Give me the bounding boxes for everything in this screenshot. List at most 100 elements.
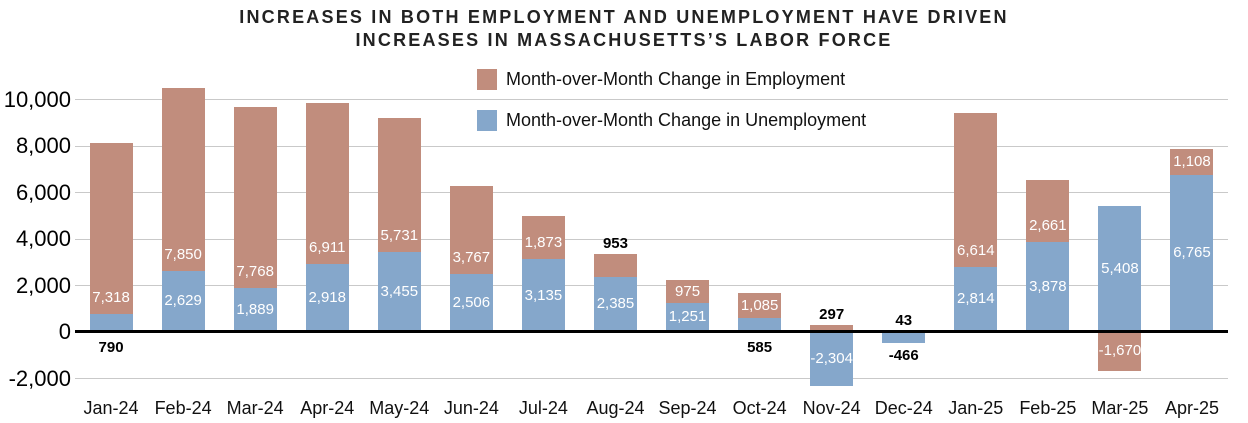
bar-sep-24-unemployment xyxy=(666,302,710,332)
legend-item-employment: Month-over-Month Change in Employment xyxy=(477,69,866,90)
chart-title: INCREASES IN BOTH EMPLOYMENT AND UNEMPLO… xyxy=(0,6,1248,52)
value-label-employment-apr-25: 1,108 xyxy=(1173,152,1211,170)
gridline-4000 xyxy=(75,238,1228,240)
value-label-employment-apr-24: 6,911 xyxy=(309,239,346,257)
value-label-unemployment-jul-24: 3,135 xyxy=(524,286,563,304)
bar-jan-25-unemployment xyxy=(954,266,998,332)
x-axis-label-mar-24: Mar-24 xyxy=(226,398,284,418)
bar-feb-24-unemployment xyxy=(161,270,205,332)
bar-jul-24-unemployment xyxy=(521,259,565,332)
value-label-unemployment-mar-25: 5,408 xyxy=(1101,260,1139,278)
value-label-unemployment-oct-24: 585 xyxy=(747,339,773,356)
bar-oct-24-employment xyxy=(738,293,782,319)
bar-jan-24-unemployment xyxy=(89,313,133,332)
legend-label-unemployment: Month-over-Month Change in Unemployment xyxy=(506,110,867,130)
value-label-employment-aug-24: 953 xyxy=(602,235,628,253)
bar-aug-24-unemployment xyxy=(593,276,637,332)
x-axis-label-jun-24: Jun-24 xyxy=(443,398,499,418)
x-axis-label-mar-25: Mar-25 xyxy=(1091,398,1149,418)
y-axis-tick-label: -2,000 xyxy=(8,365,71,391)
legend-label-employment: Month-over-Month Change in Employment xyxy=(506,69,846,89)
bar-jan-25-employment xyxy=(954,112,998,267)
gridline-6000 xyxy=(75,192,1228,193)
bar-mar-24-employment xyxy=(233,107,277,289)
value-label-employment-feb-24: 7,850 xyxy=(164,245,202,263)
bar-sep-24-employment xyxy=(666,280,710,303)
value-label-employment-nov-24: 297 xyxy=(819,306,845,324)
chart-title-line-2: INCREASES IN MASSACHUSETTS’S LABOR FORCE xyxy=(355,30,893,50)
unemployment-color-swatch xyxy=(477,110,497,131)
value-label-unemployment-apr-25: 6,765 xyxy=(1173,244,1211,262)
bar-nov-24-unemployment xyxy=(810,332,854,386)
value-label-employment-jul-24: 1,873 xyxy=(524,234,563,252)
bar-apr-25-employment xyxy=(1170,148,1214,175)
bar-aug-24-employment xyxy=(593,254,637,277)
x-axis-label-nov-24: Nov-24 xyxy=(802,398,861,418)
value-label-unemployment-may-24: 3,455 xyxy=(380,282,419,300)
bar-nov-24-employment xyxy=(810,325,854,332)
y-axis-tick-label: 6,000 xyxy=(15,179,71,205)
bar-may-24-employment xyxy=(377,118,421,252)
bar-jan-24-employment xyxy=(89,143,133,314)
x-axis-label-jan-25: Jan-25 xyxy=(948,398,1004,418)
x-axis-label-feb-25: Feb-25 xyxy=(1019,398,1077,418)
x-axis-label-apr-24: Apr-24 xyxy=(300,398,355,418)
legend-item-unemployment: Month-over-Month Change in Unemployment xyxy=(477,110,866,131)
x-axis-label-feb-24: Feb-24 xyxy=(154,398,212,418)
bar-feb-25-unemployment xyxy=(1026,241,1070,332)
bar-jun-24-unemployment xyxy=(449,273,493,332)
bar-oct-24-unemployment xyxy=(738,318,782,332)
gridline-8000 xyxy=(75,145,1228,147)
value-label-unemployment-aug-24: 2,385 xyxy=(596,295,635,313)
value-label-employment-mar-24: 7,768 xyxy=(236,263,274,281)
value-label-unemployment-dec-24: -466 xyxy=(888,346,919,364)
x-axis-label-dec-24: Dec-24 xyxy=(874,398,933,418)
value-label-unemployment-feb-24: 2,629 xyxy=(164,292,202,310)
bar-mar-24-unemployment xyxy=(233,288,277,332)
bar-may-24-unemployment xyxy=(377,251,421,332)
y-axis-tick-label: 0 xyxy=(58,319,71,344)
y-axis-tick-label: 10,000 xyxy=(3,86,71,112)
x-axis-label-aug-24: Aug-24 xyxy=(586,398,645,418)
bar-jun-24-employment xyxy=(449,186,493,274)
value-label-unemployment-nov-24: -2,304 xyxy=(810,349,853,367)
bar-apr-24-employment xyxy=(305,103,349,265)
value-label-employment-mar-25: -1,670 xyxy=(1098,342,1142,360)
value-label-unemployment-mar-24: 1,889 xyxy=(236,301,274,319)
y-axis-tick-label: 2,000 xyxy=(15,272,71,298)
x-axis-label-jul-24: Jul-24 xyxy=(518,398,568,418)
x-axis-label-may-24: May-24 xyxy=(369,398,430,418)
value-label-employment-oct-24: 1,085 xyxy=(740,296,779,314)
bar-apr-24-unemployment xyxy=(305,264,349,332)
y-axis-tick-label: 4,000 xyxy=(15,226,71,251)
value-label-employment-jan-25: 6,614 xyxy=(957,241,995,259)
x-axis-label-sep-24: Sep-24 xyxy=(658,398,717,418)
bar-dec-24-unemployment xyxy=(882,332,926,343)
value-label-unemployment-sep-24: 1,251 xyxy=(668,308,707,326)
value-label-employment-feb-25: 2,661 xyxy=(1029,216,1067,234)
x-axis-label-jan-24: Jan-24 xyxy=(83,398,139,418)
gridline--2000 xyxy=(75,378,1228,379)
bar-apr-25-unemployment xyxy=(1170,174,1214,332)
x-axis-label-oct-24: Oct-24 xyxy=(732,398,787,418)
employment-color-swatch xyxy=(477,69,497,90)
value-label-unemployment-feb-25: 3,878 xyxy=(1029,277,1067,295)
bar-jul-24-employment xyxy=(521,215,565,260)
value-label-employment-dec-24: 43 xyxy=(895,312,913,329)
bar-feb-25-employment xyxy=(1026,179,1070,242)
value-label-employment-jan-24: 7,318 xyxy=(92,288,130,306)
y-axis-tick-label: 8,000 xyxy=(15,133,71,158)
value-label-unemployment-jan-25: 2,814 xyxy=(957,290,995,308)
gridline-2000 xyxy=(75,285,1228,286)
value-label-employment-may-24: 5,731 xyxy=(380,226,419,244)
x-axis-zero-line xyxy=(75,330,1228,333)
value-label-unemployment-apr-24: 2,918 xyxy=(308,289,346,307)
bar-mar-25-unemployment xyxy=(1098,206,1142,332)
bar-mar-25-employment xyxy=(1098,332,1142,371)
x-axis-label-apr-25: Apr-25 xyxy=(1164,398,1219,418)
chart-title-line-1: INCREASES IN BOTH EMPLOYMENT AND UNEMPLO… xyxy=(239,7,1009,27)
value-label-employment-sep-24: 975 xyxy=(675,282,701,300)
value-label-unemployment-jun-24: 2,506 xyxy=(452,293,491,311)
legend: Month-over-Month Change in Employment Mo… xyxy=(477,69,866,151)
